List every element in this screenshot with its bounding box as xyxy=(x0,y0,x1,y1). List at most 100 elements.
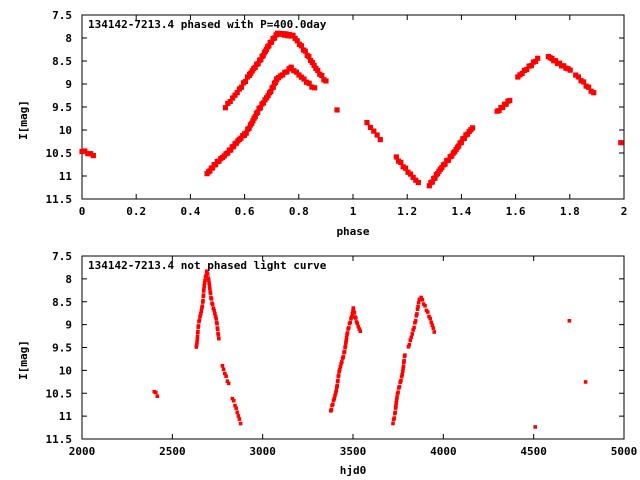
x-tick-label: 0.6 xyxy=(235,205,255,218)
data-point xyxy=(213,314,218,319)
data-point xyxy=(255,109,261,115)
x-tick-label: 4500 xyxy=(520,445,547,458)
data-point xyxy=(215,327,220,332)
data-point xyxy=(243,130,249,136)
data-point xyxy=(225,379,230,383)
data-point xyxy=(207,168,213,174)
y-tick-label: 8.5 xyxy=(52,296,72,309)
data-point xyxy=(403,353,407,357)
data-point xyxy=(585,84,592,90)
data-point xyxy=(199,309,204,314)
data-point xyxy=(319,72,325,79)
data-point xyxy=(503,101,509,107)
data-point xyxy=(442,161,448,167)
y-tick-label: 10.5 xyxy=(46,387,73,400)
data-point xyxy=(528,63,534,69)
data-point xyxy=(356,324,361,329)
data-point xyxy=(371,128,377,134)
data-point xyxy=(207,284,212,288)
data-point xyxy=(230,95,236,101)
data-point xyxy=(226,381,231,386)
data-point xyxy=(351,306,356,310)
data-point xyxy=(430,323,435,328)
data-point xyxy=(567,319,572,323)
data-point xyxy=(155,394,160,398)
data-points xyxy=(79,30,624,189)
x-tick-label: 1.4 xyxy=(451,205,471,218)
x-tick-label: 0.4 xyxy=(180,205,200,218)
data-point xyxy=(392,416,397,420)
x-tick-label: 1.6 xyxy=(506,205,526,218)
data-point xyxy=(449,153,455,159)
data-point xyxy=(250,118,256,124)
data-point xyxy=(334,388,339,393)
x-axis-title: phase xyxy=(336,225,369,238)
data-point xyxy=(309,84,315,90)
x-tick-label: 2000 xyxy=(69,445,96,458)
data-point xyxy=(252,114,258,120)
data-point xyxy=(306,54,312,60)
data-point xyxy=(214,316,218,321)
data-point xyxy=(252,64,258,70)
data-point xyxy=(223,371,227,376)
data-point xyxy=(202,284,206,288)
data-point xyxy=(334,107,340,113)
data-point xyxy=(202,281,207,285)
data-point xyxy=(533,58,539,64)
data-point xyxy=(288,64,294,70)
data-point xyxy=(309,59,315,66)
data-point xyxy=(399,378,403,383)
data-point xyxy=(409,335,414,340)
data-point xyxy=(202,287,206,291)
data-point xyxy=(591,90,597,96)
data-point xyxy=(416,304,420,309)
data-point xyxy=(333,391,338,395)
data-point xyxy=(414,314,419,318)
data-point xyxy=(257,105,264,111)
data-point xyxy=(461,135,467,141)
y-tick-label: 11.5 xyxy=(46,193,73,206)
data-point xyxy=(207,281,211,286)
data-point xyxy=(583,380,588,384)
data-point xyxy=(377,137,383,143)
data-point xyxy=(230,396,235,401)
data-point xyxy=(215,321,219,326)
data-point xyxy=(242,78,249,85)
data-point xyxy=(225,150,231,156)
data-point xyxy=(374,132,380,138)
x-tick-label: 2 xyxy=(621,205,628,218)
data-point xyxy=(439,165,445,171)
data-point xyxy=(213,162,219,168)
data-point xyxy=(260,52,266,59)
x-tick-label: 2500 xyxy=(159,445,186,458)
data-point xyxy=(337,367,342,372)
data-point xyxy=(348,320,353,325)
data-point xyxy=(235,410,240,415)
data-point xyxy=(338,364,343,369)
data-point xyxy=(396,390,400,394)
data-point xyxy=(228,147,234,153)
data-point xyxy=(306,80,312,86)
x-tick-label: 3500 xyxy=(340,445,367,458)
data-point xyxy=(196,324,201,328)
data-point xyxy=(201,289,206,293)
data-point xyxy=(391,421,395,426)
data-point xyxy=(238,84,245,90)
data-point xyxy=(410,332,415,336)
data-point xyxy=(575,74,582,80)
data-point xyxy=(349,315,354,319)
data-point xyxy=(79,148,85,155)
data-point xyxy=(312,85,318,91)
data-point xyxy=(88,151,94,157)
data-point xyxy=(552,58,559,64)
y-tick-label: 9 xyxy=(65,319,72,332)
data-point xyxy=(205,272,210,276)
data-point xyxy=(230,144,237,150)
data-point xyxy=(293,69,300,75)
data-point xyxy=(266,43,272,49)
data-point xyxy=(407,342,412,347)
data-point xyxy=(533,425,538,429)
data-point xyxy=(394,400,399,405)
data-point xyxy=(618,140,624,146)
data-point xyxy=(246,125,252,131)
